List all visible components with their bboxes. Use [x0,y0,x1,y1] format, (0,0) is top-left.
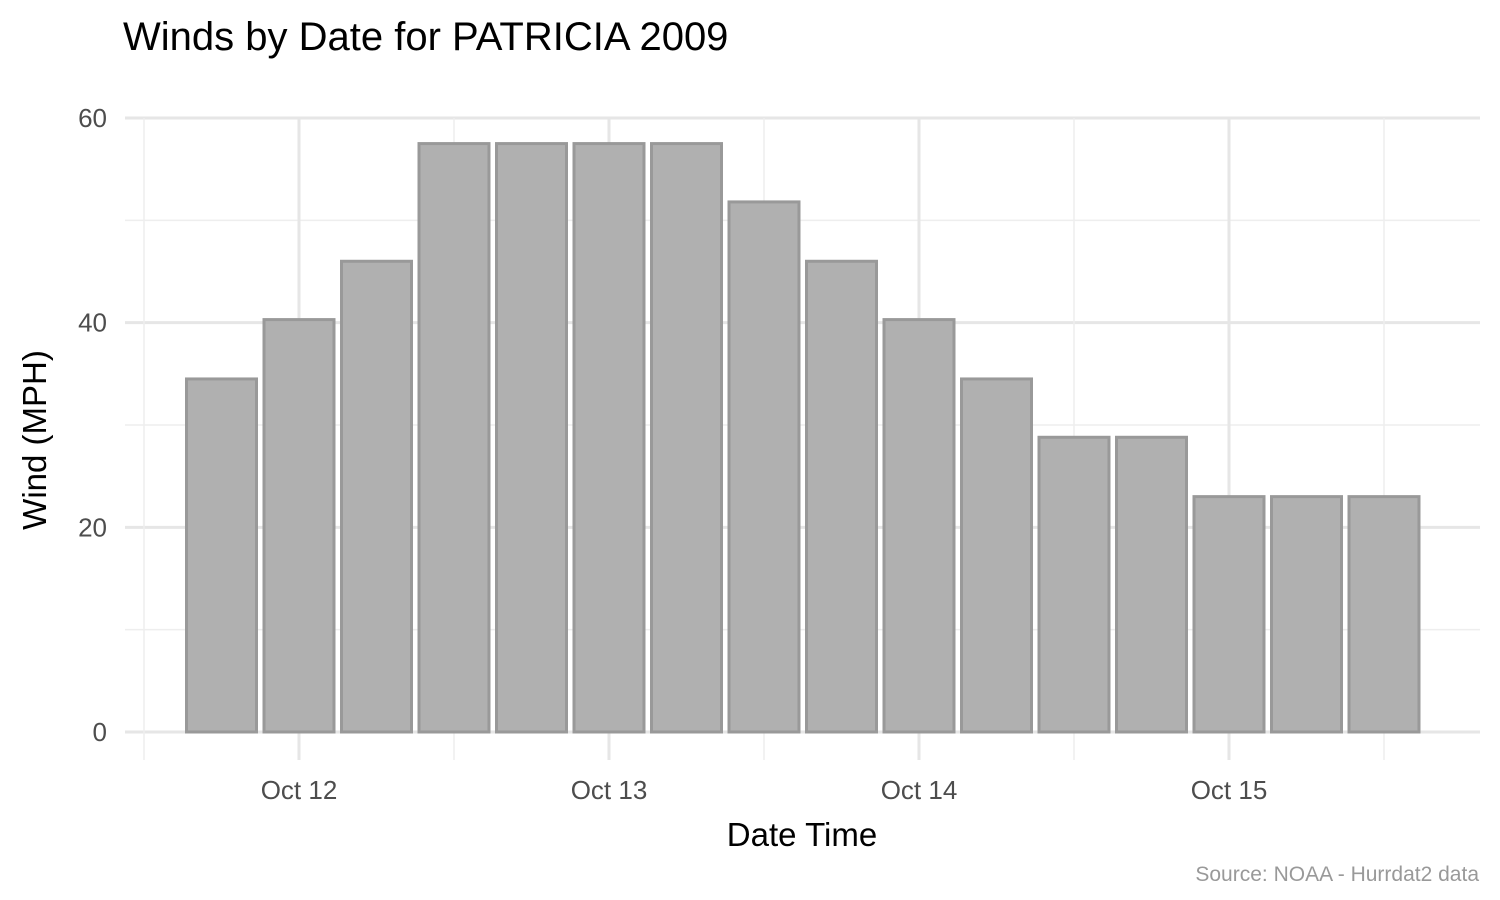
x-tick-label: Oct 14 [881,775,958,805]
bar [495,142,568,734]
y-tick-label: 60 [78,103,107,133]
bar [417,142,491,734]
x-axis-ticks: Oct 12 Oct 13 Oct 14 Oct 15 [261,775,1268,805]
y-axis-title: Wind (MPH) [16,350,53,530]
bar [572,142,646,734]
y-tick-label: 40 [78,308,107,338]
bar [185,377,258,734]
y-tick-label: 20 [78,512,107,542]
bar [960,377,1033,734]
x-tick-label: Oct 15 [1191,775,1268,805]
bars [185,142,1421,734]
bar [1347,495,1421,734]
source-caption: Source: NOAA - Hurrdat2 data [1195,863,1479,886]
bar [1192,495,1266,734]
bar [1270,495,1343,734]
bar [262,318,336,734]
y-axis-ticks: 0 20 40 60 [78,103,107,747]
x-tick-label: Oct 13 [571,775,648,805]
chart-title: Winds by Date for PATRICIA 2009 [123,15,728,59]
bar [1115,435,1188,734]
bar [805,259,878,734]
x-tick-label: Oct 12 [261,775,338,805]
y-tick-label: 0 [93,717,107,747]
bar [650,142,723,734]
bar [882,318,956,734]
x-axis-title: Date Time [727,816,877,853]
bar [727,200,801,734]
bar [1037,435,1111,734]
bar [340,259,413,734]
